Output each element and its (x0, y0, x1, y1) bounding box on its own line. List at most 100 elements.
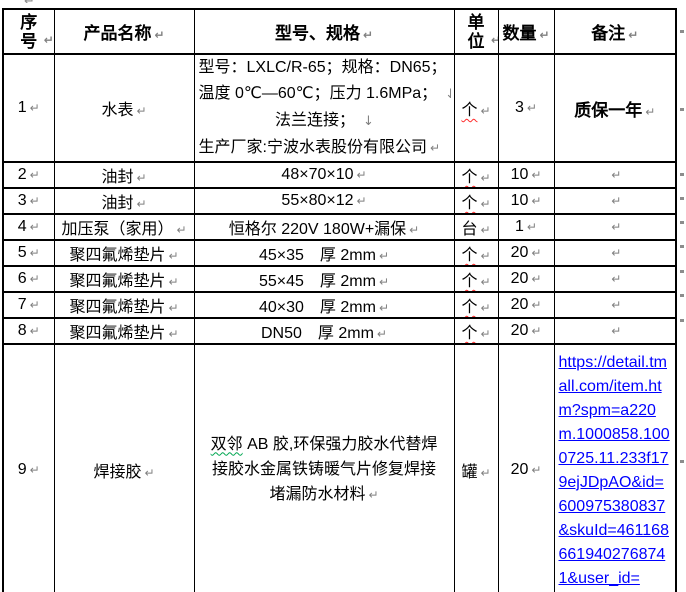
end-of-row-marker (680, 460, 684, 463)
pilcrow-icon: ↵ (136, 104, 147, 118)
pilcrow-icon: ↵ (531, 298, 542, 312)
table-header-row: 序号↵ 产品名称↵ 型号、规格↵ 单位↵ 数量↵ 备注↵ (2, 8, 677, 55)
cell-serial: 9 ↵ (2, 343, 55, 592)
cell-qty: 20 ↵ (497, 265, 555, 293)
cell-spec: 45×35 厚 2mm ↵ (193, 239, 455, 267)
cell-serial: 6 ↵ (2, 265, 55, 293)
pilcrow-icon: ↵ (168, 301, 179, 315)
end-of-row-marker (680, 245, 684, 248)
pilcrow-icon: ↵ (168, 275, 179, 289)
cell-qty: 20 ↵ (497, 239, 555, 267)
table-row: 7 ↵ 聚四氟烯垫片 ↵ 40×30 厚 2mm ↵ 个 ↵ 20 ↵ ↵ (2, 291, 677, 319)
spec-line: 双邻 AB 胶,环保强力胶水代替焊 (210, 435, 438, 453)
pilcrow-icon: ↵ (611, 298, 622, 312)
cell-spec: 40×30 厚 2mm ↵ (193, 291, 455, 319)
pilcrow-icon: ↵ (154, 28, 165, 42)
cell-product-name: 聚四氟烯垫片 ↵ (53, 239, 195, 267)
pilcrow-icon: ↵ (491, 31, 497, 50)
cell-spec: DN50 厚 2mm ↵ (193, 317, 455, 345)
pilcrow-icon: ↵ (611, 272, 622, 286)
table-row: 6 ↵ 聚四氟烯垫片 ↵ 55×45 厚 2mm ↵ 个 ↵ 20 ↵ ↵ (2, 265, 677, 293)
pilcrow-icon: ↵ (531, 246, 542, 260)
cell-spec: 双邻 AB 胶,环保强力胶水代替焊 接胶水金属铁铸暖气片修复焊接 堵漏防水材料 ↵ (193, 343, 455, 592)
pilcrow-icon: ↵ (480, 327, 491, 341)
pilcrow-icon: ↵ (168, 249, 179, 263)
cell-product-name: 聚四氟烯垫片 ↵ (53, 291, 195, 319)
stray-paragraph-mark: ↵ (24, 0, 35, 3)
pilcrow-icon: ↵ (376, 327, 387, 341)
spellcheck-word: 个 (461, 195, 478, 212)
cell-product-name: 水表 ↵ (53, 53, 195, 163)
cell-qty: 3 ↵ (497, 53, 555, 163)
pilcrow-icon: ↵ (168, 327, 179, 341)
pilcrow-icon: ↵ (611, 194, 622, 208)
spec-line: 法兰连接； ↓ (275, 112, 374, 129)
cell-spec: 55×80×12 ↵ (193, 187, 455, 215)
header-product-name: 产品名称 ↵ (53, 8, 195, 55)
cell-product-name: 焊接胶 ↵ (53, 343, 195, 592)
end-of-row-marker (680, 197, 684, 200)
product-hyperlink[interactable]: https://detail.tmall.com/item.htm?spm=a2… (558, 354, 670, 587)
pilcrow-icon: ↵ (480, 465, 491, 480)
spec-line: 温度 0℃—60℃；压力 1.6MPa；↓ (199, 81, 451, 108)
cell-spec: 55×45 厚 2mm ↵ (193, 265, 455, 293)
end-of-row-marker (680, 30, 684, 33)
pilcrow-icon: ↵ (645, 104, 656, 119)
pilcrow-icon: ↵ (29, 168, 40, 182)
cell-spec: 48×70×10 ↵ (193, 161, 455, 189)
cell-qty: 20 ↵ (497, 343, 555, 592)
pilcrow-icon: ↵ (480, 301, 491, 315)
cell-unit: 个 ↵ (453, 239, 499, 267)
cell-serial: 7 ↵ (2, 291, 55, 319)
spec-line: 堵漏防水材料 ↵ (269, 485, 379, 503)
pilcrow-icon: ↵ (628, 28, 639, 42)
grammar-check-word: 双邻 (210, 435, 243, 453)
pilcrow-icon: ↵ (378, 275, 389, 289)
cell-unit: 个 ↵ (453, 317, 499, 345)
header-serial: 序号 ↵ (2, 8, 55, 55)
pilcrow-icon: ↵ (531, 462, 542, 477)
spec-line: 生产厂家:宁波水表股份有限公司 ↵ (198, 139, 441, 156)
pilcrow-icon: ↵ (368, 487, 379, 502)
cell-unit: 个 ↵ (453, 265, 499, 293)
pilcrow-icon: ↵ (29, 298, 40, 312)
header-unit: 单位↵ (453, 8, 499, 55)
spellcheck-word: 个 (461, 299, 478, 316)
pilcrow-icon: ↵ (378, 249, 389, 263)
cell-serial: 2 ↵ (2, 161, 55, 189)
pilcrow-icon: ↵ (531, 272, 542, 286)
cell-qty: 20 ↵ (497, 291, 555, 319)
pilcrow-icon: ↵ (480, 223, 491, 237)
cell-note: ↵ (553, 213, 677, 241)
pilcrow-icon: ↵ (531, 324, 542, 338)
end-of-row-marker (680, 173, 684, 176)
spellcheck-word: 个 (461, 273, 478, 290)
pilcrow-icon: ↵ (480, 104, 491, 118)
pilcrow-icon: ↵ (144, 465, 155, 480)
pilcrow-icon: ↵ (29, 194, 40, 208)
pilcrow-icon: ↵ (43, 32, 54, 47)
pilcrow-icon: ↵ (29, 101, 40, 115)
pilcrow-icon: ↵ (29, 462, 40, 477)
spellcheck-word: 个 (461, 325, 478, 342)
line-break-icon: ↓ (363, 114, 374, 129)
pilcrow-icon: ↵ (429, 141, 441, 155)
pilcrow-icon: ↵ (136, 171, 147, 185)
cell-serial: 1 ↵ (2, 53, 55, 163)
spellcheck-word: 个 (461, 247, 478, 264)
pilcrow-icon: ↵ (611, 168, 622, 182)
cell-unit: 罐 ↵ (453, 343, 499, 592)
pilcrow-icon: ↵ (29, 272, 40, 286)
table-row: 3 ↵ 油封 ↵ 55×80×12 ↵ 个 ↵ 10 ↵ ↵ (2, 187, 677, 215)
cell-serial: 5 ↵ (2, 239, 55, 267)
cell-note: ↵ (553, 291, 677, 319)
table-row: 2 ↵ 油封 ↵ 48×70×10 ↵ 个 ↵ 10 ↵ ↵ (2, 161, 677, 189)
cell-serial: 8 ↵ (2, 317, 55, 345)
cell-spec: 恒格尔 220V 180W+漏保 ↵ (193, 213, 455, 241)
pilcrow-icon: ↵ (611, 324, 622, 338)
cell-note: ↵ (553, 239, 677, 267)
cell-note: ↵ (553, 317, 677, 345)
pilcrow-icon: ↵ (480, 275, 491, 289)
pilcrow-icon: ↵ (531, 168, 542, 182)
